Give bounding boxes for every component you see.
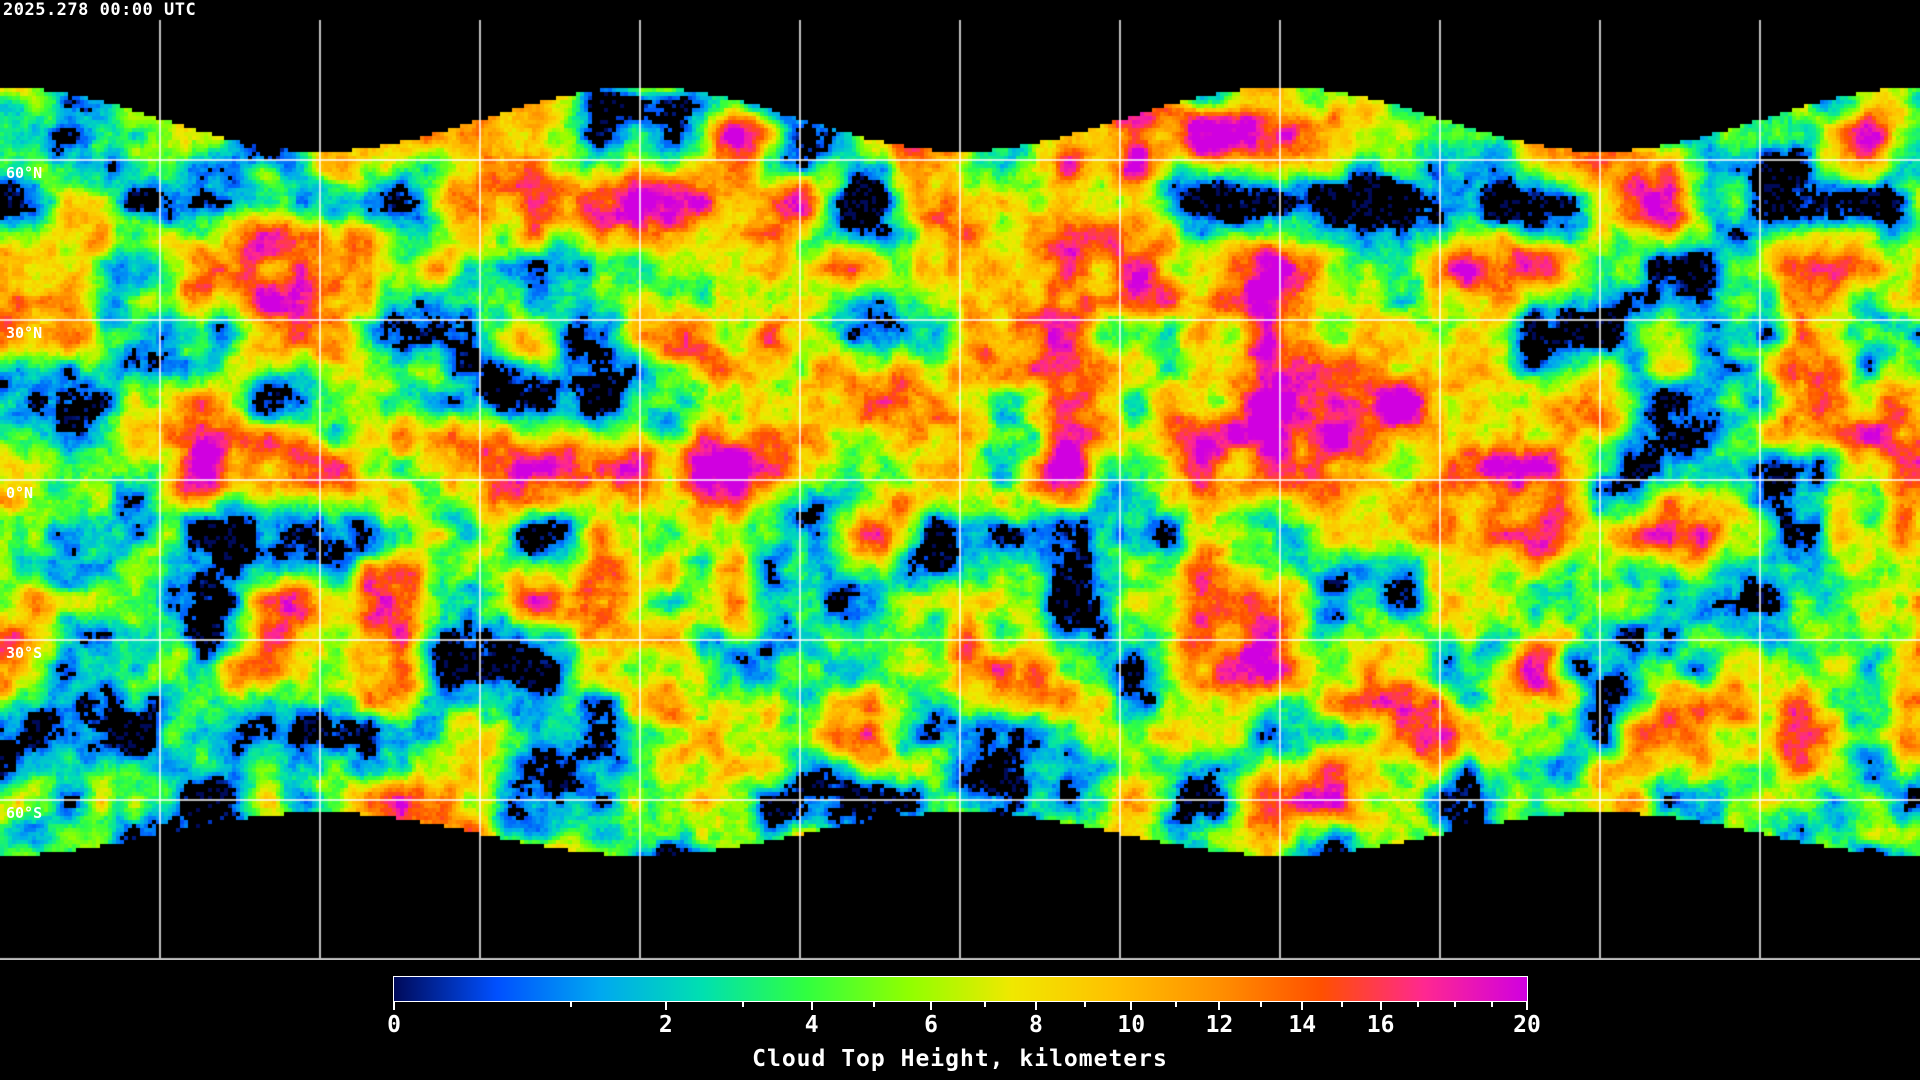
- major-tick: [393, 1002, 395, 1010]
- minor-tick: [1417, 1002, 1420, 1007]
- lat-label-30s: 30°S: [6, 644, 43, 662]
- minor-tick: [1260, 1002, 1263, 1007]
- tick-label: 4: [804, 1012, 819, 1038]
- tick-label: 6: [924, 1012, 939, 1038]
- tick-label: 14: [1288, 1012, 1317, 1038]
- major-tick: [1301, 1002, 1304, 1010]
- colorbar-title: Cloud Top Height, kilometers: [752, 1046, 1168, 1072]
- tick-label: 12: [1205, 1012, 1234, 1038]
- minor-tick: [872, 1002, 875, 1007]
- tick-label: 16: [1366, 1012, 1395, 1038]
- tick-label: 2: [658, 1012, 673, 1038]
- minor-tick: [569, 1002, 572, 1007]
- minor-tick: [1175, 1002, 1178, 1007]
- tick-label: 0: [387, 1012, 401, 1038]
- major-tick: [930, 1002, 933, 1010]
- lat-label-0n: 0°N: [6, 484, 34, 502]
- minor-tick: [1454, 1002, 1457, 1007]
- lat-label-30n: 30°N: [6, 324, 43, 342]
- minor-tick: [1083, 1002, 1086, 1007]
- tick-label: 10: [1117, 1012, 1146, 1038]
- lat-label-60s: 60°S: [6, 804, 43, 822]
- major-tick: [664, 1002, 667, 1010]
- major-tick: [1526, 1002, 1528, 1010]
- tick-label: 8: [1029, 1012, 1043, 1038]
- major-tick: [1034, 1002, 1037, 1010]
- major-tick: [1379, 1002, 1382, 1010]
- minor-tick: [1340, 1002, 1343, 1007]
- colorbar: [393, 976, 1528, 1002]
- major-tick: [810, 1002, 813, 1010]
- cloud-top-height-map: [0, 0, 1920, 960]
- minor-tick: [1490, 1002, 1493, 1007]
- tick-label: 20: [1513, 1012, 1541, 1038]
- minor-tick: [983, 1002, 986, 1007]
- lat-lon-gridlines: [0, 0, 1920, 960]
- timestamp: 2025.278 00:00 UTC: [3, 0, 197, 20]
- major-tick: [1218, 1002, 1221, 1010]
- minor-tick: [742, 1002, 745, 1007]
- lat-label-60n: 60°N: [6, 164, 43, 182]
- major-tick: [1130, 1002, 1133, 1010]
